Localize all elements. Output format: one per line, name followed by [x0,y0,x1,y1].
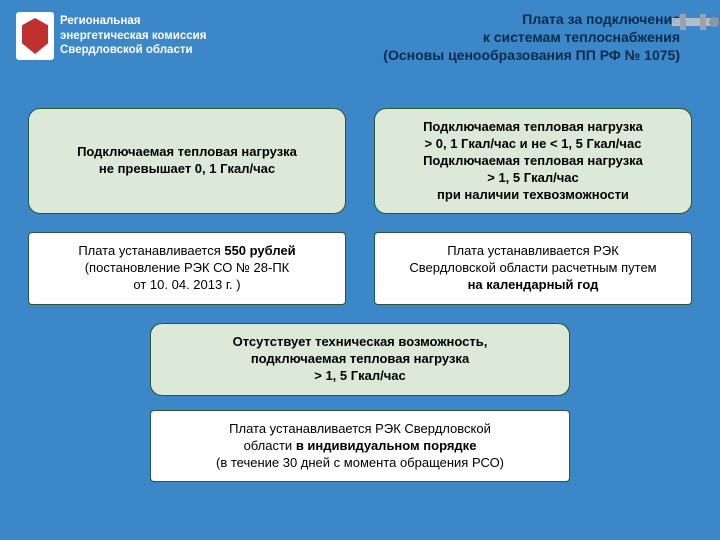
box-right-result: Плата устанавливается РЭК Свердловской о… [374,232,692,305]
box-right-condition: Подключаемая тепловая нагрузка > 0, 1 Гк… [374,108,692,214]
box-mid-condition: Отсутствует техническая возможность, под… [150,323,570,396]
text: Отсутствует техническая возможность, [233,334,488,351]
text: Плата устанавливается РЭК [409,243,656,260]
logo-block: Региональная энергетическая комиссия Све… [16,12,206,60]
text: при наличии техвозможности [423,187,643,204]
title-line1: Плата за подключение [383,10,680,28]
text: Подключаемая тепловая нагрузка [423,119,643,136]
box-left-condition: Подключаемая тепловая нагрузка не превыш… [28,108,346,214]
text: Плата устанавливается 550 рублей [78,243,295,260]
org-line2: энергетическая комиссия [60,29,206,43]
text: 550 рублей [224,243,295,258]
text: Свердловской области расчетным путем [409,260,656,277]
text: > 1, 5 Гкал/час [233,368,488,385]
center-stack: Отсутствует техническая возможность, под… [28,323,692,496]
text: в индивидуальном порядке [296,438,477,453]
text: области [244,438,296,453]
text: от 10. 04. 2013 г. ) [78,277,295,294]
org-line3: Свердловской области [60,43,206,57]
content: Подключаемая тепловая нагрузка не превыш… [0,68,720,506]
text: (постановление РЭК СО № 28-ПК [78,260,295,277]
row-conditions: Подключаемая тепловая нагрузка не превыш… [28,108,692,214]
header: Региональная энергетическая комиссия Све… [0,0,720,68]
box-last-result: Плата устанавливается РЭК Свердловской о… [150,410,570,483]
text: Плата устанавливается РЭК Свердловской [216,421,504,438]
title-line2: к системам теплоснабжения [383,28,680,46]
pipe-icon [670,4,720,40]
text: > 0, 1 Гкал/час и не < 1, 5 Гкал/час [423,136,643,153]
text: на календарный год [409,277,656,294]
row-results: Плата устанавливается 550 рублей (постан… [28,232,692,305]
text: подключаемая тепловая нагрузка [233,351,488,368]
text: Подключаемая тепловая нагрузка [77,144,297,161]
org-line1: Региональная [60,14,206,28]
org-name: Региональная энергетическая комиссия Све… [60,14,206,57]
text: Подключаемая тепловая нагрузка [423,153,643,170]
emblem-icon [16,12,54,60]
page-title: Плата за подключение к системам теплосна… [383,10,680,65]
text: области в индивидуальном порядке [216,438,504,455]
title-line3: (Основы ценообразования ПП РФ № 1075) [383,46,680,64]
box-left-result: Плата устанавливается 550 рублей (постан… [28,232,346,305]
text: (в течение 30 дней с момента обращения Р… [216,455,504,472]
text: > 1, 5 Гкал/час [423,170,643,187]
text: Плата устанавливается [78,243,224,258]
text: не превышает 0, 1 Гкал/час [77,161,297,178]
